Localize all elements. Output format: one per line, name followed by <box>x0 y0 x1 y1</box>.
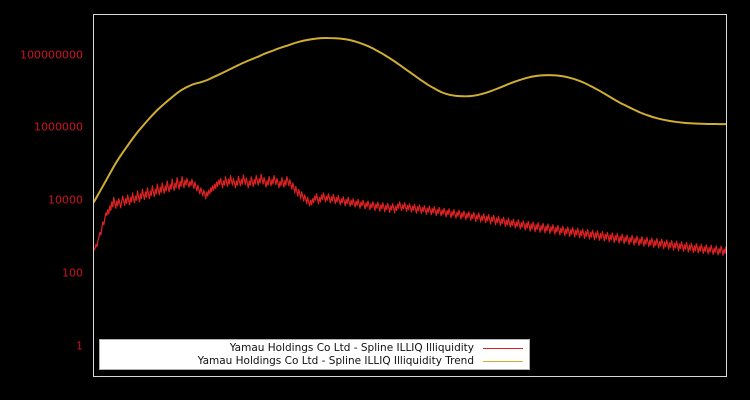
plot-area <box>93 14 727 377</box>
chart-legend: Yamau Holdings Co Ltd - Spline ILLIQ Ill… <box>99 339 530 370</box>
legend-swatch-illiquidity <box>483 347 523 349</box>
legend-entry-illiquidity: Yamau Holdings Co Ltd - Spline ILLIQ Ill… <box>104 342 523 355</box>
legend-swatch-trend <box>483 360 523 362</box>
series-line-trend <box>94 37 726 203</box>
y-tick-label-4: 100000000 <box>20 48 83 62</box>
y-axis: 1 100 10000 1000000 100000000 <box>0 0 93 400</box>
y-tick-label-3: 1000000 <box>34 120 83 134</box>
series-line-illiquidity <box>94 173 726 256</box>
y-tick-label-0: 1 <box>76 339 83 353</box>
y-tick-label-2: 10000 <box>48 193 83 207</box>
legend-label-trend: Yamau Holdings Co Ltd - Spline ILLIQ Ill… <box>197 354 474 367</box>
series-canvas <box>94 37 726 256</box>
y-tick-label-1: 100 <box>62 266 83 280</box>
legend-entry-trend: Yamau Holdings Co Ltd - Spline ILLIQ Ill… <box>104 355 523 368</box>
legend-label-illiquidity: Yamau Holdings Co Ltd - Spline ILLIQ Ill… <box>229 341 474 354</box>
